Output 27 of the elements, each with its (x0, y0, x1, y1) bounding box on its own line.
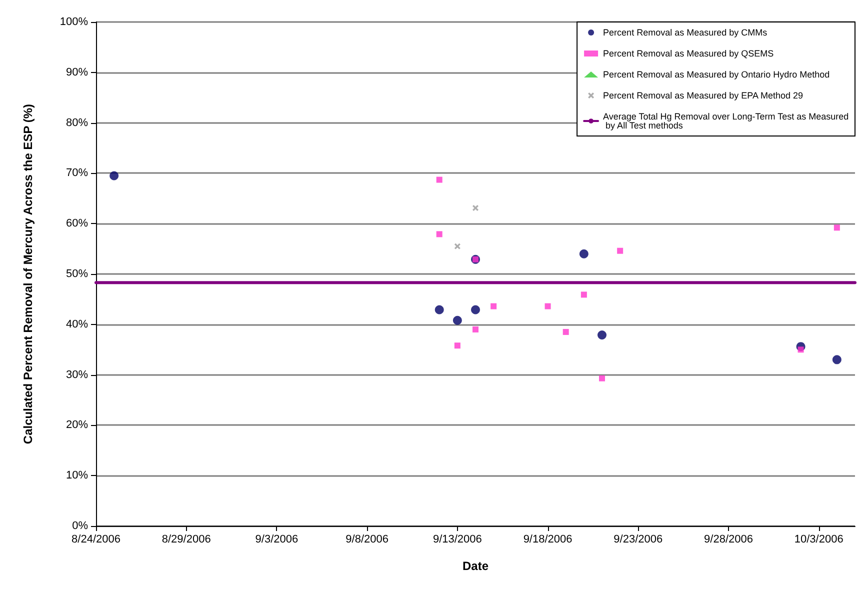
x-tick-label: 9/8/2006 (346, 534, 388, 546)
x-tick-label: 8/24/2006 (72, 534, 120, 546)
y-tick-label: 50% (66, 268, 88, 280)
x-tick-label: 8/29/2006 (162, 534, 211, 546)
y-tick-label: 80% (66, 116, 88, 129)
y-axis-title: Calculated Percent Removal of Mercury Across the ESP (%) (21, 104, 35, 444)
x-axis-title: Date (462, 559, 489, 573)
x-tick-label: 10/3/2006 (794, 534, 844, 546)
y-tick-label: 0% (72, 520, 88, 532)
y-tick-label: 30% (66, 368, 88, 381)
legend-label: Percent Removal as Measured by EPA Method 29 (603, 90, 804, 100)
y-tick-label: 60% (66, 218, 88, 230)
legend-label: Average Total Hg Removal over Long-Term Test as Measured by All Test methods (603, 112, 849, 130)
y-tick-label: 70% (66, 167, 88, 180)
legend-label: Percent Removal as Measured by CMMs (603, 28, 768, 38)
legend-label: Percent Removal as Measured by Ontario Hydro Method (603, 70, 830, 80)
y-tick-label: 90% (66, 66, 88, 78)
y-tick-label: 10% (66, 470, 88, 482)
x-tick-label: 9/13/2006 (432, 534, 482, 546)
y-tick-label: 40% (66, 318, 88, 330)
x-tick-label: 9/23/2006 (614, 534, 663, 546)
y-tick-label: 100% (60, 16, 88, 28)
x-tick-label: 9/18/2006 (523, 534, 572, 546)
x-tick-label: 9/3/2006 (255, 534, 298, 546)
y-tick-label: 20% (66, 419, 88, 432)
legend-label: Percent Removal as Measured by QSEMS (603, 48, 774, 58)
x-tick-label: 9/28/2006 (704, 534, 753, 546)
